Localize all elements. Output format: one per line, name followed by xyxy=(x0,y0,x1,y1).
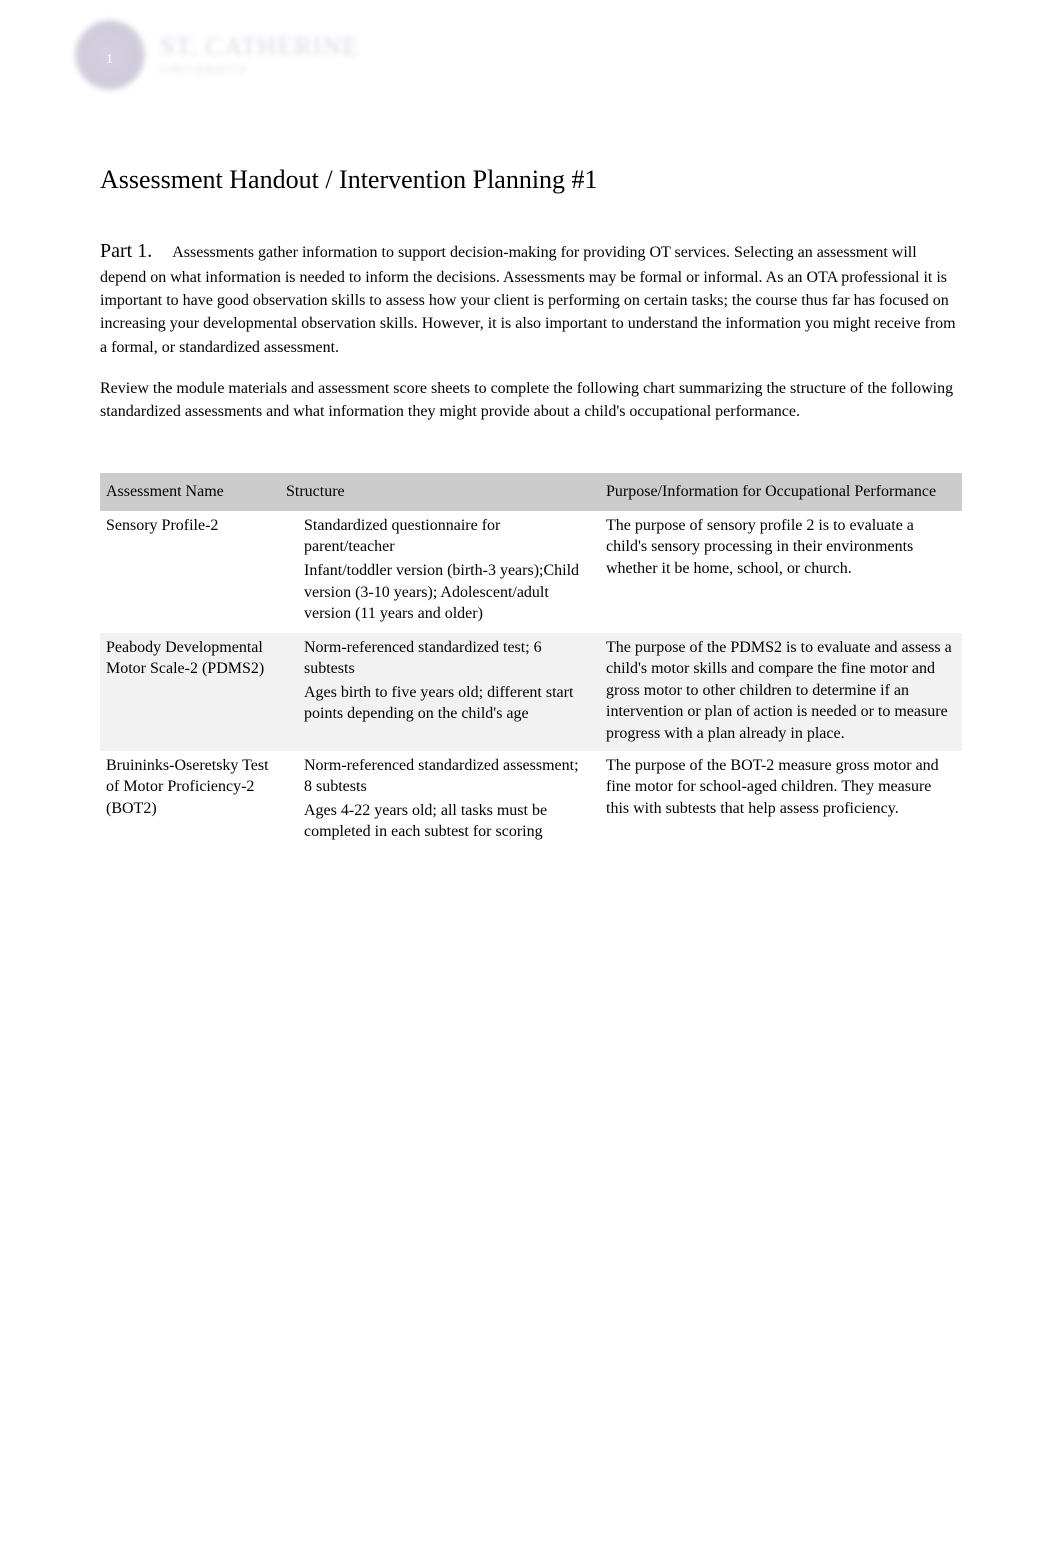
bullet-marker-icon xyxy=(286,637,304,639)
page-title: Assessment Handout / Intervention Planni… xyxy=(100,165,962,195)
table-row: Bruininks-Oseretsky Test of Motor Profic… xyxy=(100,751,962,851)
header-structure: Structure xyxy=(280,473,600,511)
header-assessment-name: Assessment Name xyxy=(100,473,280,511)
structure-cell: Norm-referenced standardized assessment;… xyxy=(280,751,600,851)
bullet-marker-icon xyxy=(286,560,304,562)
header-purpose: Purpose/Information for Occupational Per… xyxy=(600,473,962,511)
structure-bullet: Ages birth to five years old; different … xyxy=(286,682,590,725)
table-row: Peabody Developmental Motor Scale-2 (PDM… xyxy=(100,633,962,751)
structure-bullet: Standardized questionnaire for parent/te… xyxy=(286,515,590,558)
assessment-name-cell: Sensory Profile-2 xyxy=(100,511,280,633)
bullet-marker-icon xyxy=(286,755,304,757)
table-row: Sensory Profile-2 Standardized questionna… xyxy=(100,511,962,633)
review-paragraph: Review the module materials and assessme… xyxy=(100,377,962,423)
page-number: 1 xyxy=(106,52,113,68)
bullet-text: Infant/toddler version (birth-3 years);C… xyxy=(304,560,590,625)
structure-bullet: Norm-referenced standardized test; 6 sub… xyxy=(286,637,590,680)
assessment-name-cell: Bruininks-Oseretsky Test of Motor Profic… xyxy=(100,751,280,851)
structure-bullet: Ages 4-22 years old; all tasks must be c… xyxy=(286,800,590,843)
table-header-row: Assessment Name Structure Purpose/Inform… xyxy=(100,473,962,511)
bullet-marker-icon xyxy=(286,515,304,517)
part1-paragraph: Part 1. Assessments gather information t… xyxy=(100,237,962,359)
part1-text: Assessments gather information to suppor… xyxy=(100,244,956,356)
bullet-text: Norm-referenced standardized test; 6 sub… xyxy=(304,637,590,680)
structure-bullet: Infant/toddler version (birth-3 years);C… xyxy=(286,560,590,625)
purpose-cell: The purpose of the PDMS2 is to evaluate … xyxy=(600,633,962,751)
assessments-table: Assessment Name Structure Purpose/Inform… xyxy=(100,473,962,851)
bullet-text: Ages 4-22 years old; all tasks must be c… xyxy=(304,800,590,843)
bullet-text: Norm-referenced standardized assessment;… xyxy=(304,755,590,798)
structure-cell: Norm-referenced standardized test; 6 sub… xyxy=(280,633,600,751)
bullet-text: Ages birth to five years old; different … xyxy=(304,682,590,725)
bullet-text: Standardized questionnaire for parent/te… xyxy=(304,515,590,558)
bullet-marker-icon xyxy=(286,800,304,802)
purpose-cell: The purpose of the BOT-2 measure gross m… xyxy=(600,751,962,851)
assessment-name-cell: Peabody Developmental Motor Scale-2 (PDM… xyxy=(100,633,280,751)
page-content: Assessment Handout / Intervention Planni… xyxy=(0,0,1062,911)
bullet-marker-icon xyxy=(286,682,304,684)
structure-bullet: Norm-referenced standardized assessment;… xyxy=(286,755,590,798)
structure-cell: Standardized questionnaire for parent/te… xyxy=(280,511,600,633)
part1-label: Part 1. xyxy=(100,240,152,262)
purpose-cell: The purpose of sensory profile 2 is to e… xyxy=(600,511,962,633)
